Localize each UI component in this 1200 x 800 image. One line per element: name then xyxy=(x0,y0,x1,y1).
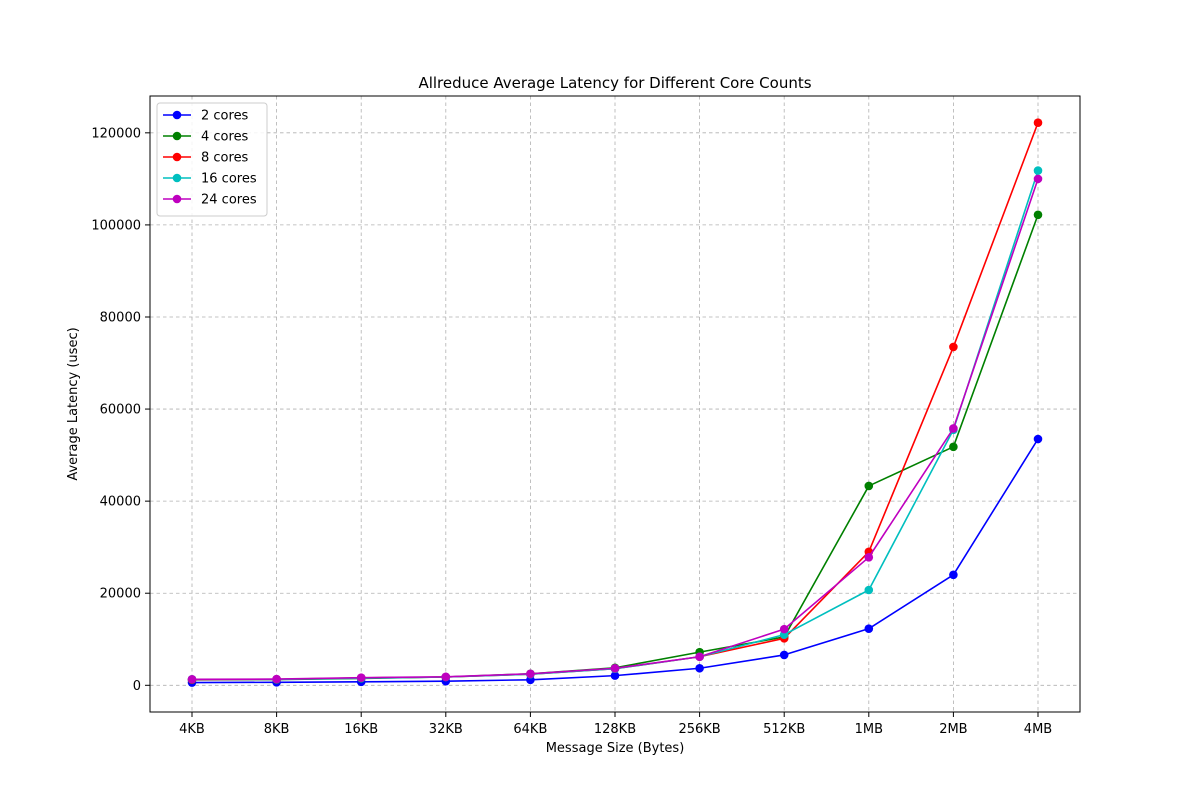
legend-item: 4 cores xyxy=(163,130,249,145)
legend-label: 16 cores xyxy=(201,172,257,187)
data-point xyxy=(441,672,451,682)
data-point xyxy=(1033,210,1043,220)
legend-item: 24 cores xyxy=(163,193,257,208)
x-tick-label: 32KB xyxy=(429,722,463,737)
data-point xyxy=(187,675,197,684)
x-tick-label: 4MB xyxy=(1024,722,1052,737)
y-axis-label: Average Latency (usec) xyxy=(66,327,81,480)
y-tick-label: 120000 xyxy=(91,126,141,141)
legend-label: 8 cores xyxy=(201,151,249,166)
data-point xyxy=(1033,118,1043,128)
y-tick-label: 0 xyxy=(133,679,141,694)
y-tick-label: 100000 xyxy=(91,218,141,233)
data-point xyxy=(1033,166,1043,175)
data-point xyxy=(949,342,958,352)
legend-swatch-marker xyxy=(172,173,182,183)
x-tick-label: 2MB xyxy=(939,722,967,737)
data-point xyxy=(949,442,958,452)
x-tick-label: 512KB xyxy=(763,722,805,737)
x-tick-label: 64KB xyxy=(513,722,547,737)
data-point xyxy=(356,673,366,683)
legend-item: 8 cores xyxy=(163,151,249,166)
data-point xyxy=(695,652,704,662)
data-point xyxy=(610,663,620,673)
legend-label: 24 cores xyxy=(201,193,257,208)
y-tick-label: 20000 xyxy=(100,587,141,602)
y-tick-label: 40000 xyxy=(100,495,141,510)
x-axis-label: Message Size (Bytes) xyxy=(546,741,685,756)
legend-item: 16 cores xyxy=(163,172,257,187)
data-point xyxy=(949,570,958,580)
data-point xyxy=(779,624,789,634)
data-point xyxy=(1033,174,1043,184)
legend-swatch-marker xyxy=(172,194,182,204)
data-point xyxy=(779,650,789,660)
legend-swatch-marker xyxy=(172,152,182,162)
y-tick-label: 60000 xyxy=(100,403,141,418)
legend-label: 2 cores xyxy=(201,109,249,124)
x-tick-label: 16KB xyxy=(344,722,378,737)
x-tick-label: 128KB xyxy=(594,722,636,737)
chart-title: Allreduce Average Latency for Different … xyxy=(418,74,811,92)
x-tick-label: 8KB xyxy=(264,722,290,737)
data-point xyxy=(864,585,874,595)
y-tick-label: 80000 xyxy=(100,310,141,325)
legend-item: 2 cores xyxy=(163,109,249,124)
data-point xyxy=(695,663,704,673)
x-tick-label: 4KB xyxy=(179,722,205,737)
legend-swatch-marker xyxy=(172,110,182,120)
series-group xyxy=(187,118,1043,687)
legend-frame xyxy=(156,102,268,217)
x-tick-label: 1MB xyxy=(855,722,883,737)
data-point xyxy=(864,553,874,562)
data-point xyxy=(526,669,535,679)
series-24-cores xyxy=(187,174,1043,684)
data-point xyxy=(1033,434,1043,444)
data-point xyxy=(272,674,281,684)
legend: 2 cores 4 cores 8 cores 16 cores 24 cores xyxy=(156,102,268,217)
legend-swatch-marker xyxy=(172,131,182,141)
grid xyxy=(150,96,1080,712)
data-point xyxy=(864,624,874,633)
y-axis: 0 20000 40000 60000 80000 100000 120000 xyxy=(91,126,150,694)
data-point xyxy=(864,481,874,491)
x-tick-label: 256KB xyxy=(678,722,720,737)
x-axis: 4KB 8KB 16KB 32KB 64KB 128KB 256KB 512KB 1MB 2MB 4… xyxy=(179,712,1052,737)
data-point xyxy=(949,424,958,433)
legend-label: 4 cores xyxy=(201,130,249,145)
data-point xyxy=(610,671,620,680)
